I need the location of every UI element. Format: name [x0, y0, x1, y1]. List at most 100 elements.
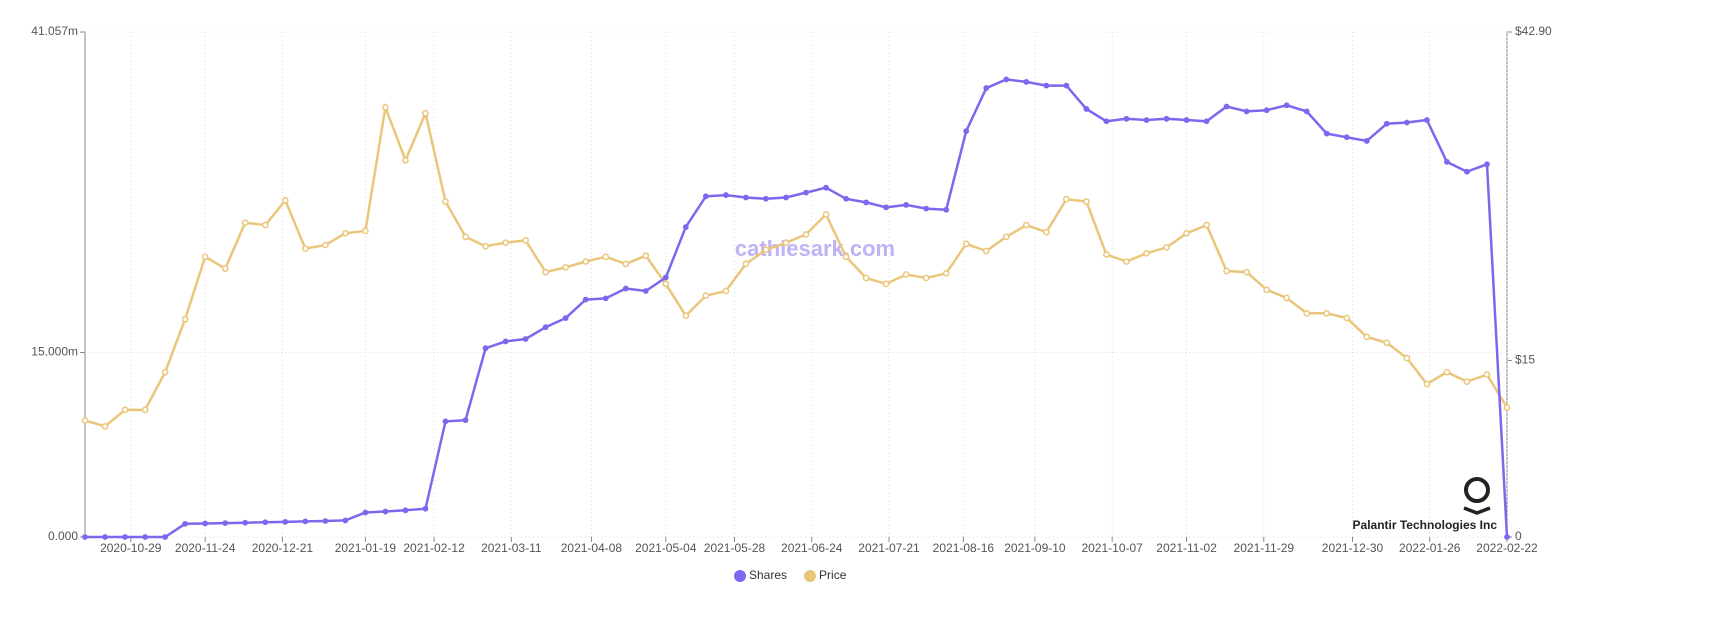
data-point — [622, 285, 629, 292]
data-point — [282, 518, 289, 525]
y-tick-label: 15.000m — [31, 345, 78, 359]
data-point — [1063, 82, 1070, 89]
data-point — [82, 534, 88, 540]
data-point — [702, 193, 709, 200]
data-point — [1143, 117, 1150, 123]
y-tick-label: 0.000 — [48, 529, 78, 543]
watermark: cathiesark.com — [735, 236, 895, 261]
data-point — [1343, 314, 1351, 322]
x-tick-label: 2021-03-11 — [481, 541, 542, 555]
data-point — [562, 315, 569, 321]
data-point — [602, 253, 610, 261]
data-point — [602, 295, 609, 302]
data-point — [883, 204, 890, 211]
data-point — [1423, 380, 1431, 388]
data-point — [642, 252, 650, 260]
data-point — [121, 406, 129, 414]
data-point — [102, 534, 108, 540]
data-point — [1203, 221, 1210, 229]
data-point — [422, 505, 429, 512]
x-tick-label: 2021-01-19 — [335, 541, 397, 555]
x-tick-label: 2021-06-24 — [781, 541, 843, 555]
series-line — [85, 78, 1509, 539]
data-point — [1163, 115, 1170, 122]
data-point — [422, 109, 429, 117]
data-point — [902, 271, 910, 278]
legend-label: Shares — [749, 568, 787, 582]
data-point — [1464, 168, 1470, 175]
data-point — [1403, 119, 1410, 126]
data-point — [682, 224, 689, 230]
data-point — [382, 103, 389, 111]
data-point — [903, 202, 910, 208]
data-point — [81, 417, 89, 424]
data-point — [1203, 118, 1210, 125]
data-point — [482, 345, 489, 352]
data-point — [582, 258, 590, 265]
data-point — [842, 253, 850, 261]
data-point — [1303, 309, 1311, 317]
data-point — [702, 292, 710, 300]
data-point — [1103, 251, 1110, 258]
x-tick-label: 2021-11-29 — [1234, 541, 1295, 555]
data-point — [301, 245, 309, 252]
data-point — [542, 268, 549, 276]
data-point — [1283, 102, 1290, 109]
data-point — [962, 240, 970, 248]
data-point — [1303, 108, 1310, 115]
legend-swatch — [804, 570, 817, 582]
data-point — [762, 246, 770, 254]
data-point — [1504, 534, 1510, 540]
data-point — [622, 260, 630, 268]
data-point — [222, 520, 229, 527]
data-point — [402, 507, 409, 514]
data-point — [1484, 161, 1490, 168]
data-point — [442, 418, 449, 425]
data-point — [542, 324, 549, 331]
data-point — [1123, 258, 1130, 265]
data-point — [1463, 378, 1471, 385]
data-point — [442, 198, 449, 205]
data-point — [182, 520, 189, 527]
x-tick-label: 2021-05-04 — [635, 541, 697, 555]
data-point — [1083, 198, 1090, 205]
data-point — [862, 274, 870, 282]
data-point — [662, 280, 670, 288]
data-point — [882, 280, 890, 288]
data-point — [1003, 76, 1010, 83]
data-point — [162, 534, 169, 540]
data-point — [202, 520, 209, 527]
data-point — [142, 534, 148, 540]
data-point — [922, 274, 930, 282]
x-tick-label: 2020-11-24 — [175, 541, 236, 555]
series-group — [82, 76, 1510, 540]
data-point — [1403, 354, 1411, 362]
x-tick-label: 2021-11-02 — [1156, 541, 1217, 555]
data-point — [723, 192, 729, 198]
data-point — [522, 237, 529, 244]
logo-ring — [1464, 477, 1490, 503]
data-point — [241, 219, 249, 227]
data-point — [141, 406, 149, 414]
data-point — [982, 247, 990, 255]
data-point — [362, 227, 369, 235]
x-tick-label: 2020-10-29 — [100, 541, 162, 555]
legend-label: Price — [819, 568, 847, 582]
data-point — [1423, 117, 1430, 123]
data-point — [823, 184, 829, 191]
data-point — [221, 265, 229, 272]
data-point — [782, 239, 790, 247]
data-point — [1223, 103, 1230, 110]
data-point — [763, 195, 769, 202]
data-point — [943, 206, 950, 213]
x-tick-label: 2021-07-21 — [858, 541, 920, 555]
data-point — [362, 509, 369, 516]
data-point — [843, 195, 849, 202]
company-name: Palantir Technologies Inc — [1353, 518, 1498, 532]
series-line — [84, 102, 1509, 428]
data-point — [742, 260, 750, 268]
data-point — [682, 312, 690, 320]
y2-tick-label: $15 — [1515, 353, 1535, 367]
data-point — [1023, 79, 1030, 85]
data-point — [1183, 117, 1190, 123]
